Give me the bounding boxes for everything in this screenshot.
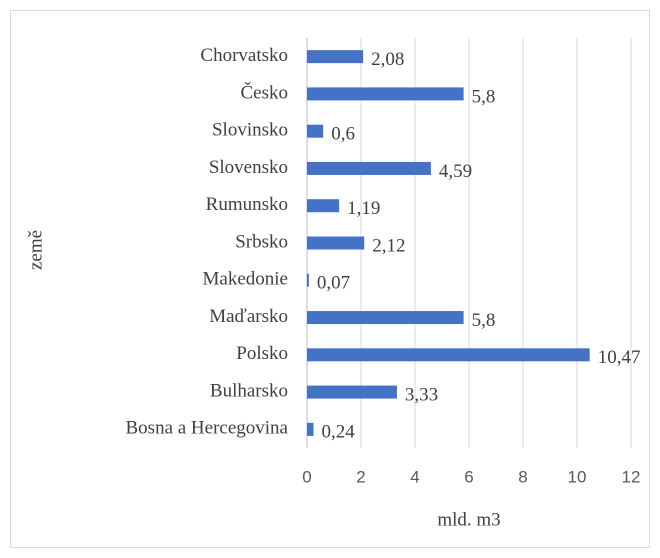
bar <box>307 236 365 250</box>
bar <box>307 422 314 436</box>
bar <box>307 199 340 213</box>
data-label: 1,19 <box>347 198 380 219</box>
x-tick-label: 6 <box>464 467 473 486</box>
y-tick-label: Rumunsko <box>206 194 288 215</box>
y-tick-label: Bosna a Hercegovina <box>126 418 289 439</box>
data-label: 5,8 <box>472 310 496 331</box>
data-label: 0,07 <box>317 273 350 294</box>
data-label: 0,24 <box>321 422 355 443</box>
x-axis-title: mld. m3 <box>437 509 500 530</box>
x-tick-label: 12 <box>622 467 641 486</box>
bar <box>307 348 590 362</box>
data-label: 0,6 <box>331 124 355 145</box>
bar <box>307 385 397 399</box>
x-tick-label: 4 <box>410 467 419 486</box>
x-tick-label: 10 <box>568 467 587 486</box>
x-tick-label: 8 <box>518 467 527 486</box>
y-tick-label: Chorvatsko <box>200 45 288 66</box>
y-tick-label: Polsko <box>236 343 288 364</box>
y-tick-label: Česko <box>241 81 289 103</box>
y-tick-label: Srbsko <box>235 231 288 252</box>
x-tick-label: 0 <box>302 467 311 486</box>
bar <box>307 50 364 64</box>
bar <box>307 161 431 175</box>
data-label: 5,8 <box>472 86 496 107</box>
y-tick-label: Maďarsko <box>209 306 288 327</box>
bar <box>307 87 464 101</box>
bar <box>307 124 324 138</box>
bar <box>307 311 464 325</box>
bar <box>307 273 309 287</box>
y-tick-label: Bulharsko <box>210 380 288 401</box>
data-label: 2,08 <box>371 49 404 70</box>
data-label: 2,12 <box>372 235 405 256</box>
x-tick-label: 2 <box>356 467 365 486</box>
data-label: 10,47 <box>598 347 641 368</box>
y-tick-label: Makedonie <box>203 269 288 290</box>
data-label: 4,59 <box>439 161 472 182</box>
y-axis-title: země <box>25 230 46 270</box>
y-tick-label: Slovinsko <box>212 120 288 141</box>
data-label: 3,33 <box>405 384 438 405</box>
y-tick-label: Slovensko <box>209 157 288 178</box>
